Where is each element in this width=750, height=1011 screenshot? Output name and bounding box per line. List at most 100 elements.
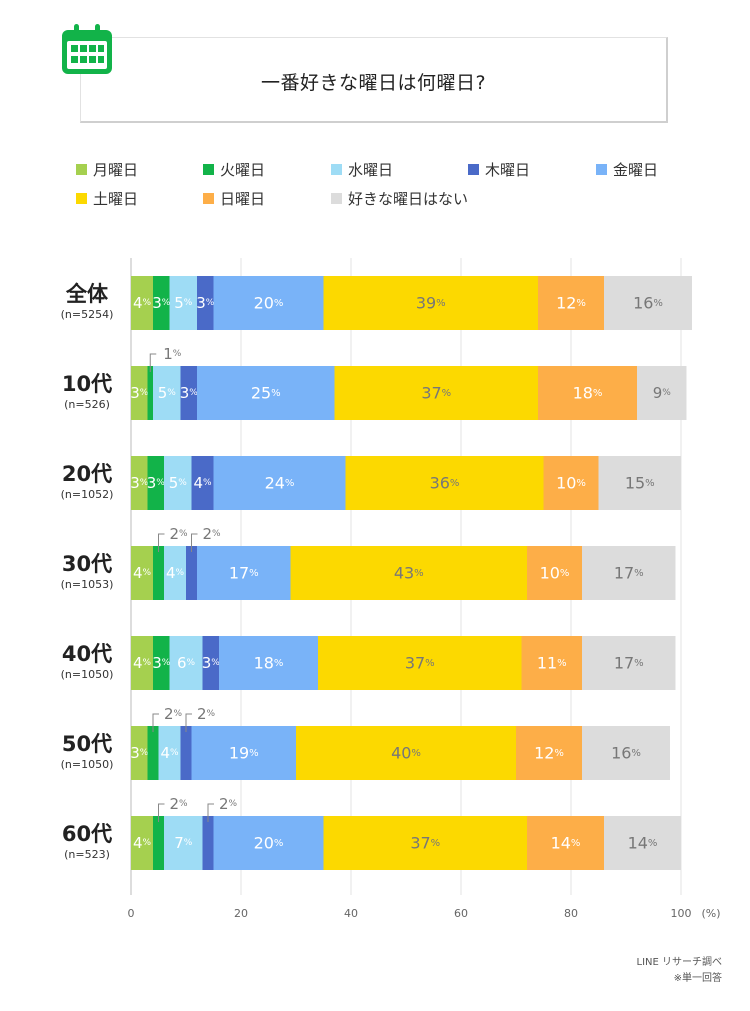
bar-segment xyxy=(516,726,582,780)
legend-label: 金曜日 xyxy=(613,161,659,179)
bar-segment xyxy=(153,276,170,330)
bar-segment xyxy=(191,456,214,510)
bar-value-label: 15% xyxy=(625,474,655,493)
bar-value-label: 17% xyxy=(614,564,644,583)
percent-sign: % xyxy=(173,709,182,719)
percent-sign: % xyxy=(414,568,424,579)
bar-value-label: 17% xyxy=(229,564,259,583)
bar-segment xyxy=(131,456,148,510)
legend-swatch xyxy=(331,164,342,175)
bar-value-label: 4% xyxy=(133,294,152,312)
callout-label: 2% xyxy=(202,525,221,543)
x-tick-label: 20 xyxy=(234,907,248,920)
bar-value-label: 4% xyxy=(133,654,152,672)
bar-value-label: 12% xyxy=(534,744,564,763)
row-label: 全体 (n=5254) xyxy=(32,282,142,322)
percent-sign: % xyxy=(162,658,171,668)
row-name: 40代 xyxy=(61,642,113,666)
bar-segment xyxy=(213,816,324,870)
row-sample-size: (n=1050) xyxy=(60,758,114,771)
legend-item: 火曜日 xyxy=(203,159,265,180)
percent-sign: % xyxy=(186,658,195,668)
legend-item: 好きな曜日はない xyxy=(331,188,468,209)
row-label: 50代 (n=1050) xyxy=(32,732,142,772)
bar-segment xyxy=(164,816,203,870)
percent-sign: % xyxy=(140,478,149,488)
bar-value-label: 11% xyxy=(537,654,567,673)
percent-sign: % xyxy=(206,298,215,308)
bar-segment xyxy=(197,546,291,600)
legend-label: 日曜日 xyxy=(220,190,266,208)
row-name: 20代 xyxy=(61,462,113,486)
percent-sign: % xyxy=(184,838,193,848)
bar-segment xyxy=(131,546,153,600)
legend-swatch xyxy=(76,164,87,175)
bar-segment xyxy=(169,636,203,690)
row-name: 50代 xyxy=(61,732,113,756)
bar-value-label: 3% xyxy=(180,384,199,402)
x-tick-label: 40 xyxy=(344,907,358,920)
bar-value-label: 4% xyxy=(193,474,212,492)
bar-segment xyxy=(186,546,197,600)
bar-segment xyxy=(527,816,604,870)
callout-line xyxy=(152,713,159,732)
callout-line xyxy=(149,353,157,372)
row-label: 20代 (n=1052) xyxy=(32,462,142,502)
bar-segment xyxy=(345,456,544,510)
bar-value-label: 25% xyxy=(251,384,281,403)
percent-sign: % xyxy=(411,748,421,759)
calendar-icon xyxy=(62,24,112,74)
bar-value-label: 36% xyxy=(430,474,460,493)
bar-segment xyxy=(598,456,681,510)
bar-segment xyxy=(180,366,197,420)
percent-sign: % xyxy=(178,478,187,488)
bar-segment xyxy=(131,816,153,870)
bar-segment xyxy=(637,366,687,420)
bar-segment xyxy=(527,546,582,600)
bar-segment xyxy=(147,456,164,510)
legend-label: 土曜日 xyxy=(93,190,139,208)
row-name: 30代 xyxy=(61,552,113,576)
bar-value-label: 18% xyxy=(254,654,284,673)
row-sample-size: (n=1053) xyxy=(60,578,114,591)
bar-value-label: 43% xyxy=(394,564,424,583)
percent-sign: % xyxy=(274,838,284,849)
bar-value-label: 37% xyxy=(410,834,440,853)
row-label: 60代 (n=523) xyxy=(32,822,142,862)
percent-sign: % xyxy=(593,388,603,399)
bar-segment xyxy=(131,726,148,780)
bar-value-label: 3% xyxy=(147,474,166,492)
percent-sign: % xyxy=(274,298,284,309)
bar-value-label: 20% xyxy=(254,834,284,853)
percent-sign: % xyxy=(173,349,182,359)
percent-sign: % xyxy=(571,838,581,849)
bar-value-label: 3% xyxy=(130,744,149,762)
bar-value-label: 3% xyxy=(152,654,171,672)
percent-sign: % xyxy=(142,658,151,668)
percent-sign: % xyxy=(662,388,671,398)
callout-line xyxy=(191,533,198,552)
percent-sign: % xyxy=(648,838,658,849)
row-label: 30代 (n=1053) xyxy=(32,552,142,592)
bar-value-label: 3% xyxy=(202,654,221,672)
bar-segment xyxy=(153,546,164,600)
bar-segment xyxy=(202,816,214,870)
bar-segment xyxy=(197,366,335,420)
bar-segment xyxy=(604,816,681,870)
percent-sign: % xyxy=(206,709,215,719)
bar-segment xyxy=(197,276,214,330)
percent-sign: % xyxy=(228,799,237,809)
percent-sign: % xyxy=(140,748,149,758)
bar-segment xyxy=(153,816,164,870)
percent-sign: % xyxy=(211,658,220,668)
bar-segment xyxy=(164,456,192,510)
row-label: 40代 (n=1050) xyxy=(32,642,142,682)
bar-segment xyxy=(213,276,324,330)
x-tick-label: 80 xyxy=(564,907,578,920)
row-sample-size: (n=1052) xyxy=(60,488,114,501)
percent-sign: % xyxy=(285,478,295,489)
bar-value-label: 4% xyxy=(160,744,179,762)
bar-segment xyxy=(318,636,522,690)
callout-label: 2% xyxy=(169,525,188,543)
